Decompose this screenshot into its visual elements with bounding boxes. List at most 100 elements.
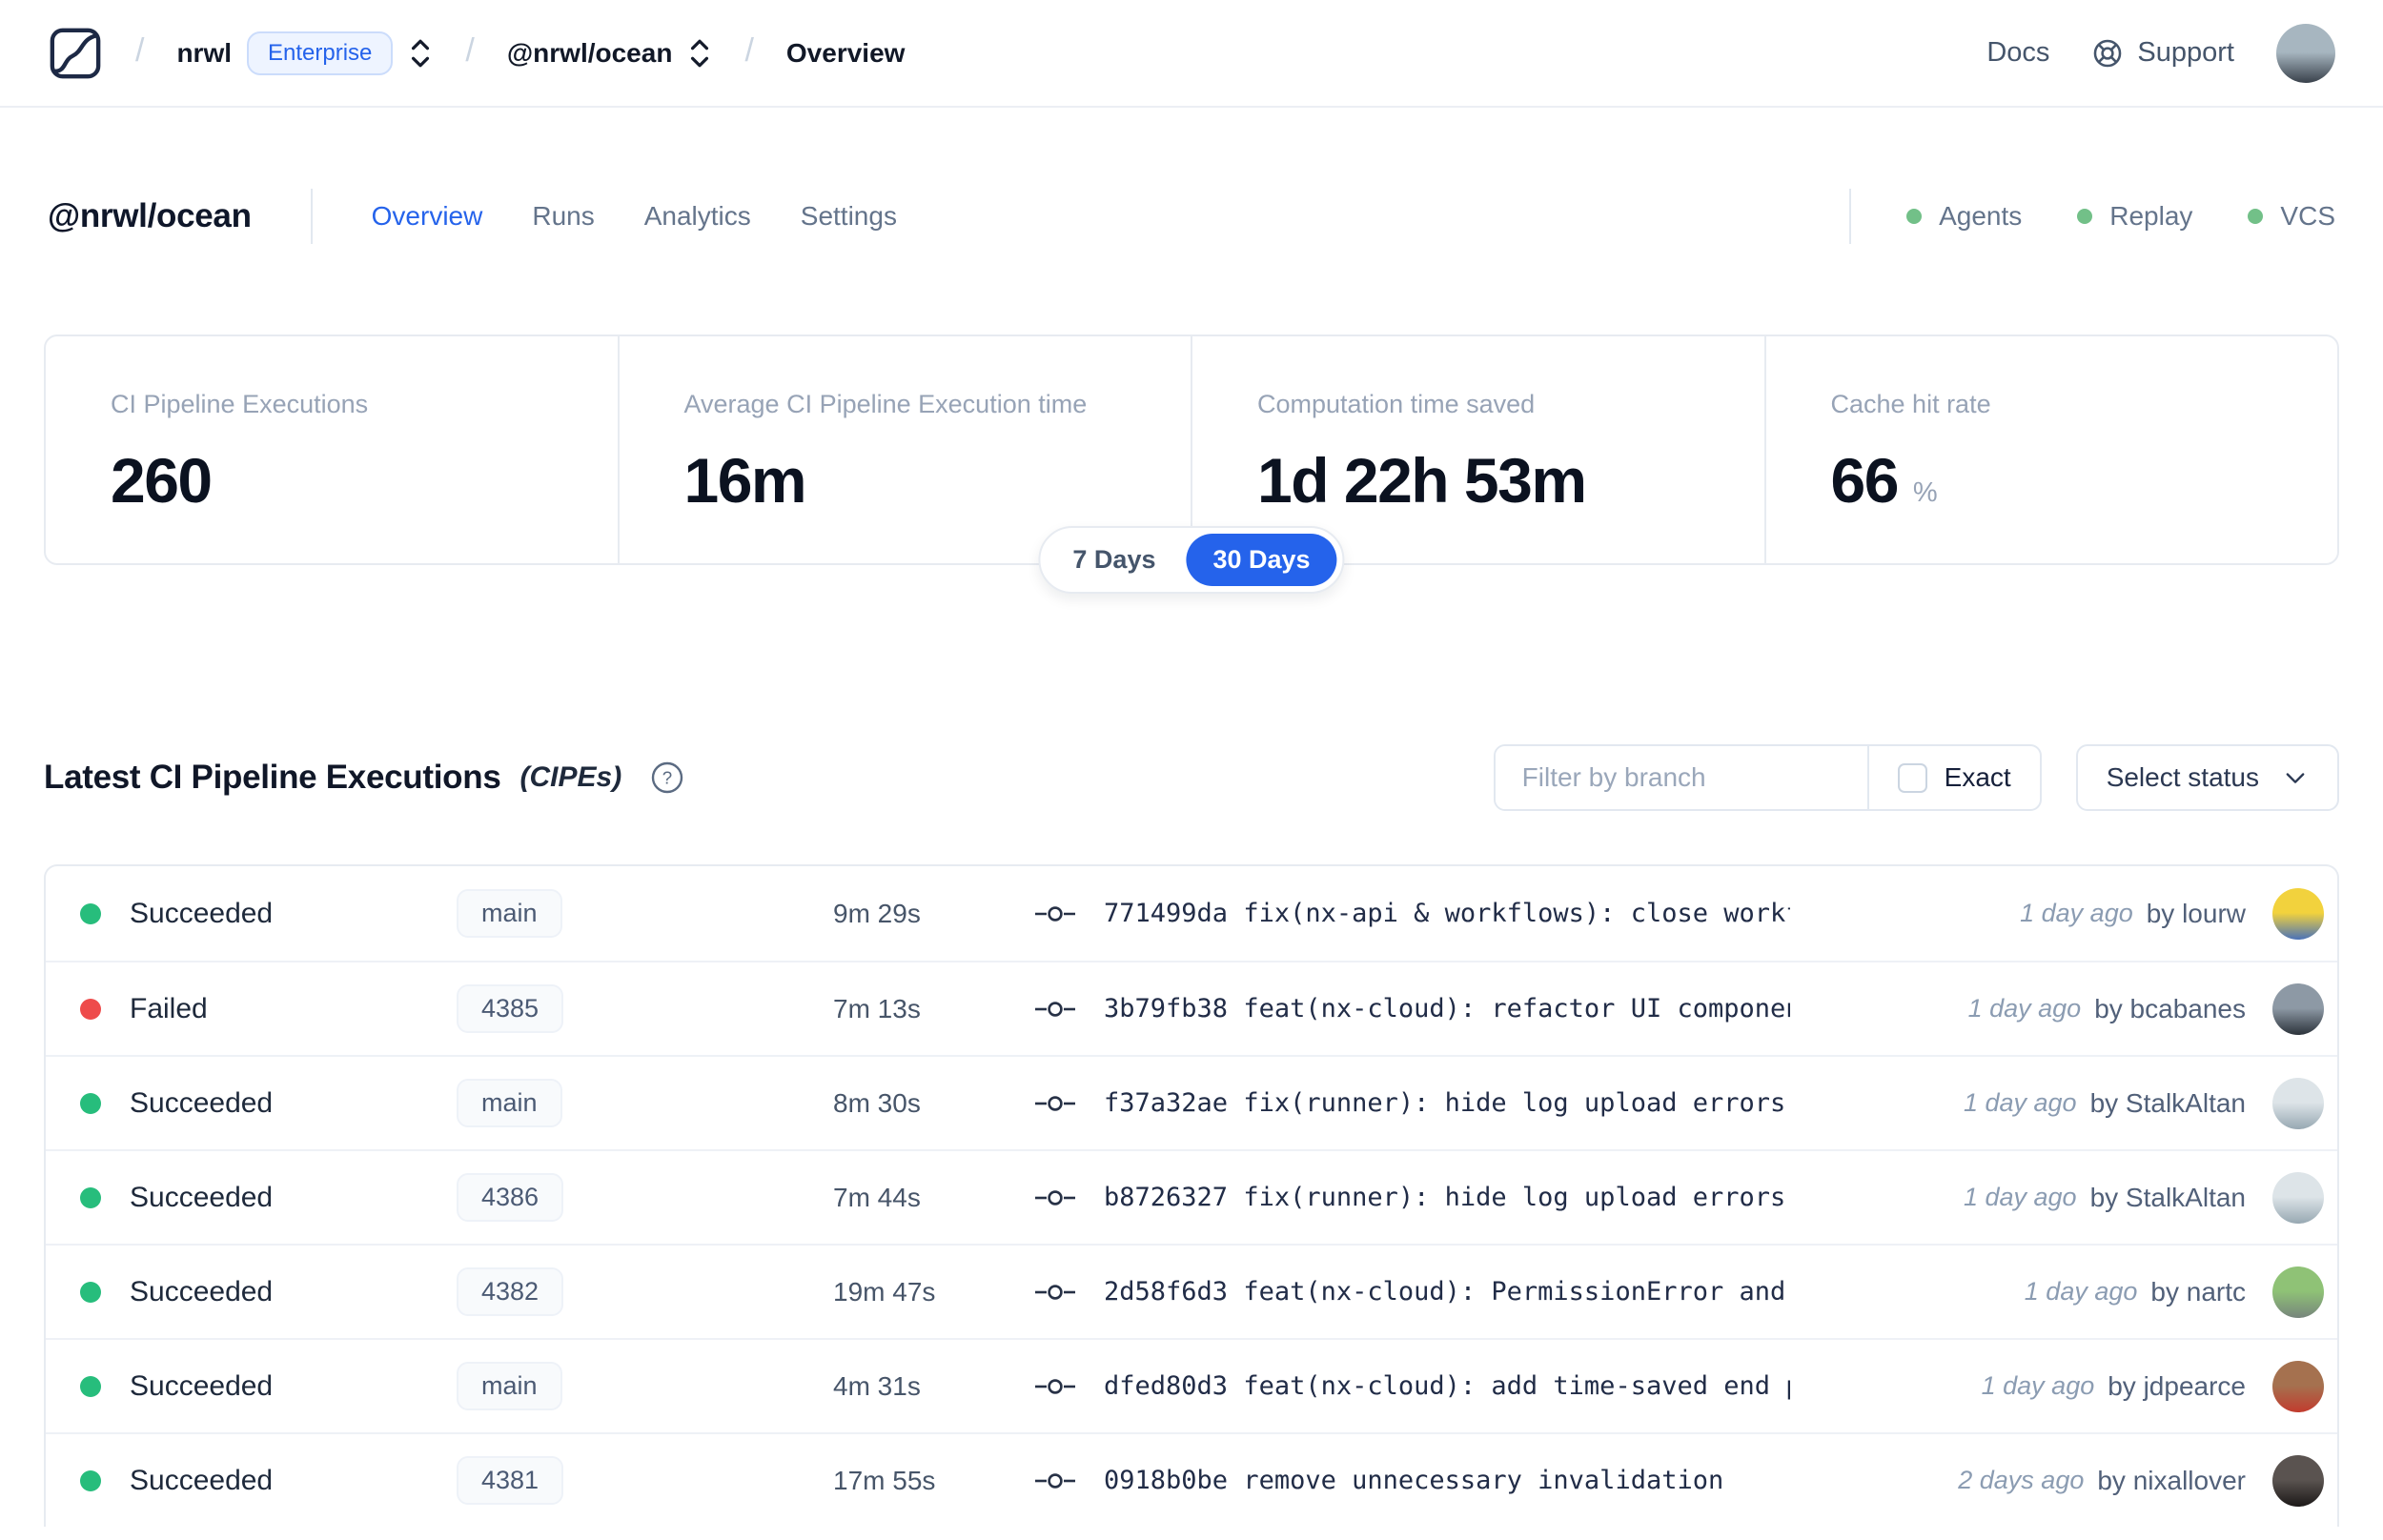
docs-link[interactable]: Docs: [1986, 37, 2050, 68]
status-label: Failed: [130, 992, 208, 1024]
cipe-row[interactable]: Succeeded main 9m 29s 771499da fix(nx-ap…: [46, 866, 2337, 961]
duration-label: 7m 13s: [833, 993, 921, 1023]
range-30-days-button[interactable]: 30 Days: [1186, 534, 1337, 586]
service-status-agents[interactable]: Agents: [1906, 201, 2022, 232]
duration-label: 4m 31s: [833, 1370, 921, 1401]
cipe-row[interactable]: Succeeded 4382 19m 47s 2d58f6d3 feat(nx-…: [46, 1244, 2337, 1338]
commit-text: b8726327 fix(runner): hide log upload er…: [1104, 1183, 1790, 1212]
date-range-toggle: 7 Days 30 Days: [1038, 526, 1345, 594]
status-dot: [80, 1469, 101, 1491]
branch-badge: 4385: [457, 984, 564, 1033]
service-status-label: VCS: [2280, 201, 2335, 231]
cipe-row[interactable]: Succeeded 4381 17m 55s 0918b0be remove u…: [46, 1432, 2337, 1527]
commit-message: feat(nx-cloud): PermissionError and N…: [1243, 1277, 1790, 1307]
commit-hash: 0918b0be: [1104, 1466, 1229, 1495]
status-dot: [80, 1186, 101, 1208]
time-ago-label: 1 day ago: [2020, 899, 2133, 927]
service-status-replay[interactable]: Replay: [2077, 201, 2192, 232]
org-name: nrwl: [176, 37, 233, 68]
support-link[interactable]: Support: [2091, 37, 2234, 70]
tab-runs[interactable]: Runs: [532, 201, 595, 231]
commit-message: fix(runner): hide log upload errors b…: [1243, 1088, 1790, 1118]
time-ago-label: 1 day ago: [1963, 1183, 2077, 1211]
status-label: Succeeded: [130, 897, 274, 929]
commit-text: 0918b0be remove unnecessary invalidation: [1104, 1466, 1723, 1495]
commit-message: feat(nx-cloud): refactor UI component…: [1243, 994, 1790, 1023]
service-status-group: Agents Replay VCS: [1849, 189, 2335, 244]
commit-message: fix(runner): hide log upload errors b…: [1243, 1183, 1790, 1212]
commit-hash: 2d58f6d3: [1104, 1277, 1229, 1307]
service-status-vcs[interactable]: VCS: [2248, 201, 2335, 232]
divider: [1849, 189, 1852, 244]
status-dot: [80, 1375, 101, 1397]
tab-settings[interactable]: Settings: [800, 201, 897, 231]
author-label: by jdpearce: [2108, 1370, 2246, 1401]
workspace-selector-icon[interactable]: [687, 37, 712, 70]
author-avatar: [2272, 1360, 2324, 1412]
help-icon[interactable]: ?: [650, 760, 684, 795]
lifebuoy-icon: [2091, 37, 2124, 70]
nx-cloud-logo-icon[interactable]: [48, 26, 103, 81]
breadcrumb-org[interactable]: nrwl Enterprise: [176, 30, 433, 75]
stat-value: 260: [111, 445, 213, 516]
commit-text: f37a32ae fix(runner): hide log upload er…: [1104, 1088, 1790, 1118]
breadcrumb-workspace[interactable]: @nrwl/ocean: [507, 37, 713, 70]
user-avatar[interactable]: [2276, 23, 2335, 83]
breadcrumb: / nrwl Enterprise / @nrwl/ocean / Overvi…: [48, 26, 905, 81]
tab-analytics[interactable]: Analytics: [643, 201, 751, 231]
workspace-title: @nrwl/ocean: [48, 197, 252, 234]
cipe-row[interactable]: Failed 4385 7m 13s 3b79fb38 feat(nx-clou…: [46, 961, 2337, 1055]
author-avatar: [2272, 1454, 2324, 1507]
branch-filter-input[interactable]: [1495, 746, 1867, 809]
status-select-label: Select status: [2106, 762, 2259, 792]
time-ago-label: 1 day ago: [1967, 994, 2082, 1023]
org-selector-icon[interactable]: [408, 37, 433, 70]
author-avatar: [2272, 887, 2324, 940]
git-commit-icon: [1035, 1284, 1075, 1300]
cipes-table: Succeeded main 9m 29s 771499da fix(nx-ap…: [44, 864, 2339, 1527]
status-dot: [80, 1281, 101, 1303]
commit-hash: 3b79fb38: [1104, 994, 1229, 1023]
git-commit-icon: [1035, 1189, 1075, 1206]
author-label: by lourw: [2146, 898, 2246, 928]
cipe-row[interactable]: Succeeded 4386 7m 44s b8726327 fix(runne…: [46, 1149, 2337, 1244]
commit-text: 2d58f6d3 feat(nx-cloud): PermissionError…: [1104, 1277, 1790, 1307]
exact-checkbox[interactable]: [1897, 762, 1927, 793]
stat-value-suffix: %: [1912, 477, 1938, 508]
stats-section: CI Pipeline Executions 260 Average CI Pi…: [44, 334, 2339, 594]
enterprise-badge: Enterprise: [247, 30, 394, 75]
tab-overview[interactable]: Overview: [371, 201, 483, 231]
duration-label: 9m 29s: [833, 898, 921, 928]
service-status-label: Replay: [2109, 201, 2193, 231]
time-ago-label: 2 days ago: [1958, 1466, 2085, 1494]
status-select-dropdown[interactable]: Select status: [2075, 744, 2339, 811]
stat-computation-time-saved: Computation time saved 1d 22h 53m: [1191, 336, 1764, 563]
breadcrumb-page: Overview: [785, 37, 906, 68]
author-label: by nixallover: [2097, 1465, 2246, 1495]
cipe-row[interactable]: Succeeded main 4m 31s dfed80d3 feat(nx-c…: [46, 1338, 2337, 1432]
breadcrumb-separator: /: [744, 32, 754, 69]
stat-value: 16m: [683, 445, 807, 516]
branch-badge: main: [457, 889, 562, 938]
range-7-days-button[interactable]: 7 Days: [1046, 534, 1182, 586]
breadcrumb-separator: /: [135, 32, 145, 69]
commit-text: 771499da fix(nx-api & workflows): close …: [1104, 899, 1790, 928]
service-status-dot: [2248, 209, 2264, 224]
cipe-row[interactable]: Succeeded main 8m 30s f37a32ae fix(runne…: [46, 1055, 2337, 1149]
workspace-name: @nrwl/ocean: [506, 37, 673, 68]
exact-toggle[interactable]: Exact: [1869, 746, 2040, 809]
commit-text: 3b79fb38 feat(nx-cloud): refactor UI com…: [1104, 994, 1790, 1023]
stat-ci-pipeline-executions: CI Pipeline Executions 260: [46, 336, 618, 563]
commit-hash: b8726327: [1104, 1183, 1229, 1212]
duration-label: 19m 47s: [833, 1276, 936, 1307]
branch-badge: main: [457, 1362, 562, 1410]
branch-filter-group: Exact: [1493, 744, 2042, 811]
stat-cache-hit-rate: Cache hit rate 66 %: [1763, 336, 2338, 563]
status-dot: [80, 1092, 101, 1114]
duration-label: 7m 44s: [833, 1182, 921, 1212]
branch-badge: main: [457, 1079, 562, 1127]
divider: [310, 189, 313, 244]
git-commit-icon: [1035, 1095, 1075, 1111]
breadcrumb-separator: /: [465, 32, 475, 69]
author-label: by StalkAltan: [2089, 1182, 2246, 1212]
